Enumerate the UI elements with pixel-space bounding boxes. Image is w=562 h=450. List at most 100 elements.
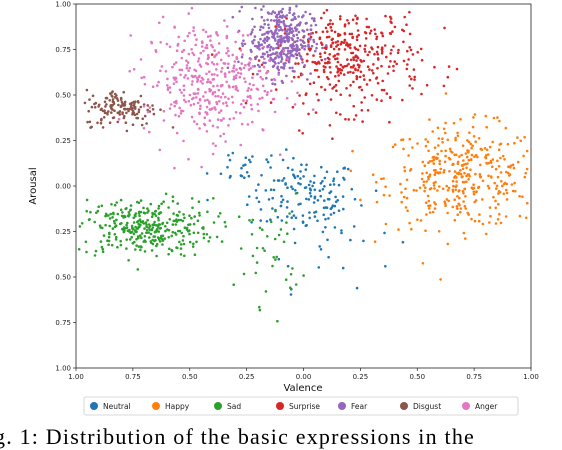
data-point (355, 77, 359, 81)
data-point (258, 28, 262, 32)
data-point (427, 149, 430, 153)
data-point (302, 30, 306, 33)
data-point (338, 33, 342, 37)
data-point (295, 45, 299, 48)
data-point (179, 253, 183, 256)
data-point (291, 105, 295, 109)
data-point (277, 12, 281, 16)
data-point (140, 236, 143, 239)
data-point (501, 154, 505, 158)
data-point (198, 112, 201, 115)
data-point (294, 17, 297, 21)
data-point (228, 86, 231, 89)
data-point (271, 65, 275, 68)
x-axis-label: Valence (283, 383, 322, 394)
data-point (285, 148, 288, 151)
data-point (479, 175, 482, 179)
legend-label-surprise: Surprise (289, 402, 320, 411)
data-point (328, 66, 332, 69)
data-point (228, 70, 231, 74)
data-point (281, 14, 285, 17)
data-point (269, 220, 273, 224)
data-point (222, 132, 226, 136)
data-point (180, 68, 184, 72)
data-point (307, 112, 310, 116)
data-point (247, 195, 251, 198)
data-point (167, 252, 170, 256)
data-point (453, 218, 457, 222)
data-point (273, 11, 277, 14)
data-point (329, 190, 333, 193)
data-point (473, 200, 477, 204)
data-point (196, 219, 200, 222)
data-point (283, 32, 287, 35)
data-point (261, 128, 264, 131)
data-point (114, 238, 118, 241)
data-point (402, 147, 405, 151)
data-point (278, 153, 282, 156)
data-point (103, 111, 107, 115)
data-point (278, 18, 281, 22)
data-point (411, 87, 414, 90)
data-point (283, 15, 287, 19)
data-point (285, 17, 288, 20)
data-point (400, 191, 403, 194)
data-point (420, 58, 424, 62)
data-point (346, 71, 350, 74)
data-point (421, 160, 425, 164)
data-point (90, 125, 93, 129)
data-point (286, 39, 289, 42)
data-point (433, 65, 436, 69)
data-point (228, 176, 232, 179)
data-point (175, 131, 179, 135)
data-point (470, 217, 473, 221)
data-point (272, 34, 276, 37)
data-point (358, 64, 361, 67)
data-point (269, 45, 273, 49)
data-point (242, 272, 246, 276)
data-point (456, 134, 460, 138)
data-point (442, 127, 446, 131)
data-point (440, 149, 443, 153)
data-point (246, 203, 249, 206)
data-point (442, 171, 446, 174)
y-tick-label: 0.00 (55, 183, 71, 191)
data-point (120, 104, 123, 107)
data-point (453, 153, 457, 157)
data-point (285, 206, 289, 209)
data-point (288, 11, 291, 14)
data-point (280, 20, 283, 24)
data-point (510, 183, 514, 186)
data-point (248, 64, 251, 67)
data-point (352, 80, 355, 84)
data-point (159, 69, 162, 73)
data-point (419, 219, 423, 222)
data-point (307, 198, 311, 201)
data-point (167, 206, 170, 209)
data-point (342, 73, 346, 76)
data-point (322, 68, 326, 72)
data-point (127, 259, 130, 262)
data-point (265, 220, 269, 223)
data-point (223, 62, 227, 65)
data-point (293, 241, 297, 245)
data-point (422, 180, 426, 184)
data-point (389, 20, 392, 23)
data-point (286, 186, 289, 189)
data-point (168, 45, 172, 49)
data-point (354, 47, 358, 51)
data-point (271, 47, 275, 51)
data-point (289, 30, 293, 34)
data-point (348, 32, 352, 36)
data-point (519, 139, 522, 143)
data-point (321, 180, 324, 183)
data-point (150, 241, 153, 244)
data-point (254, 57, 257, 61)
data-point (112, 100, 115, 104)
data-point (496, 218, 500, 221)
data-point (160, 65, 164, 68)
data-point (462, 192, 465, 195)
data-point (188, 66, 191, 70)
data-point (473, 219, 477, 223)
data-point (208, 236, 212, 239)
